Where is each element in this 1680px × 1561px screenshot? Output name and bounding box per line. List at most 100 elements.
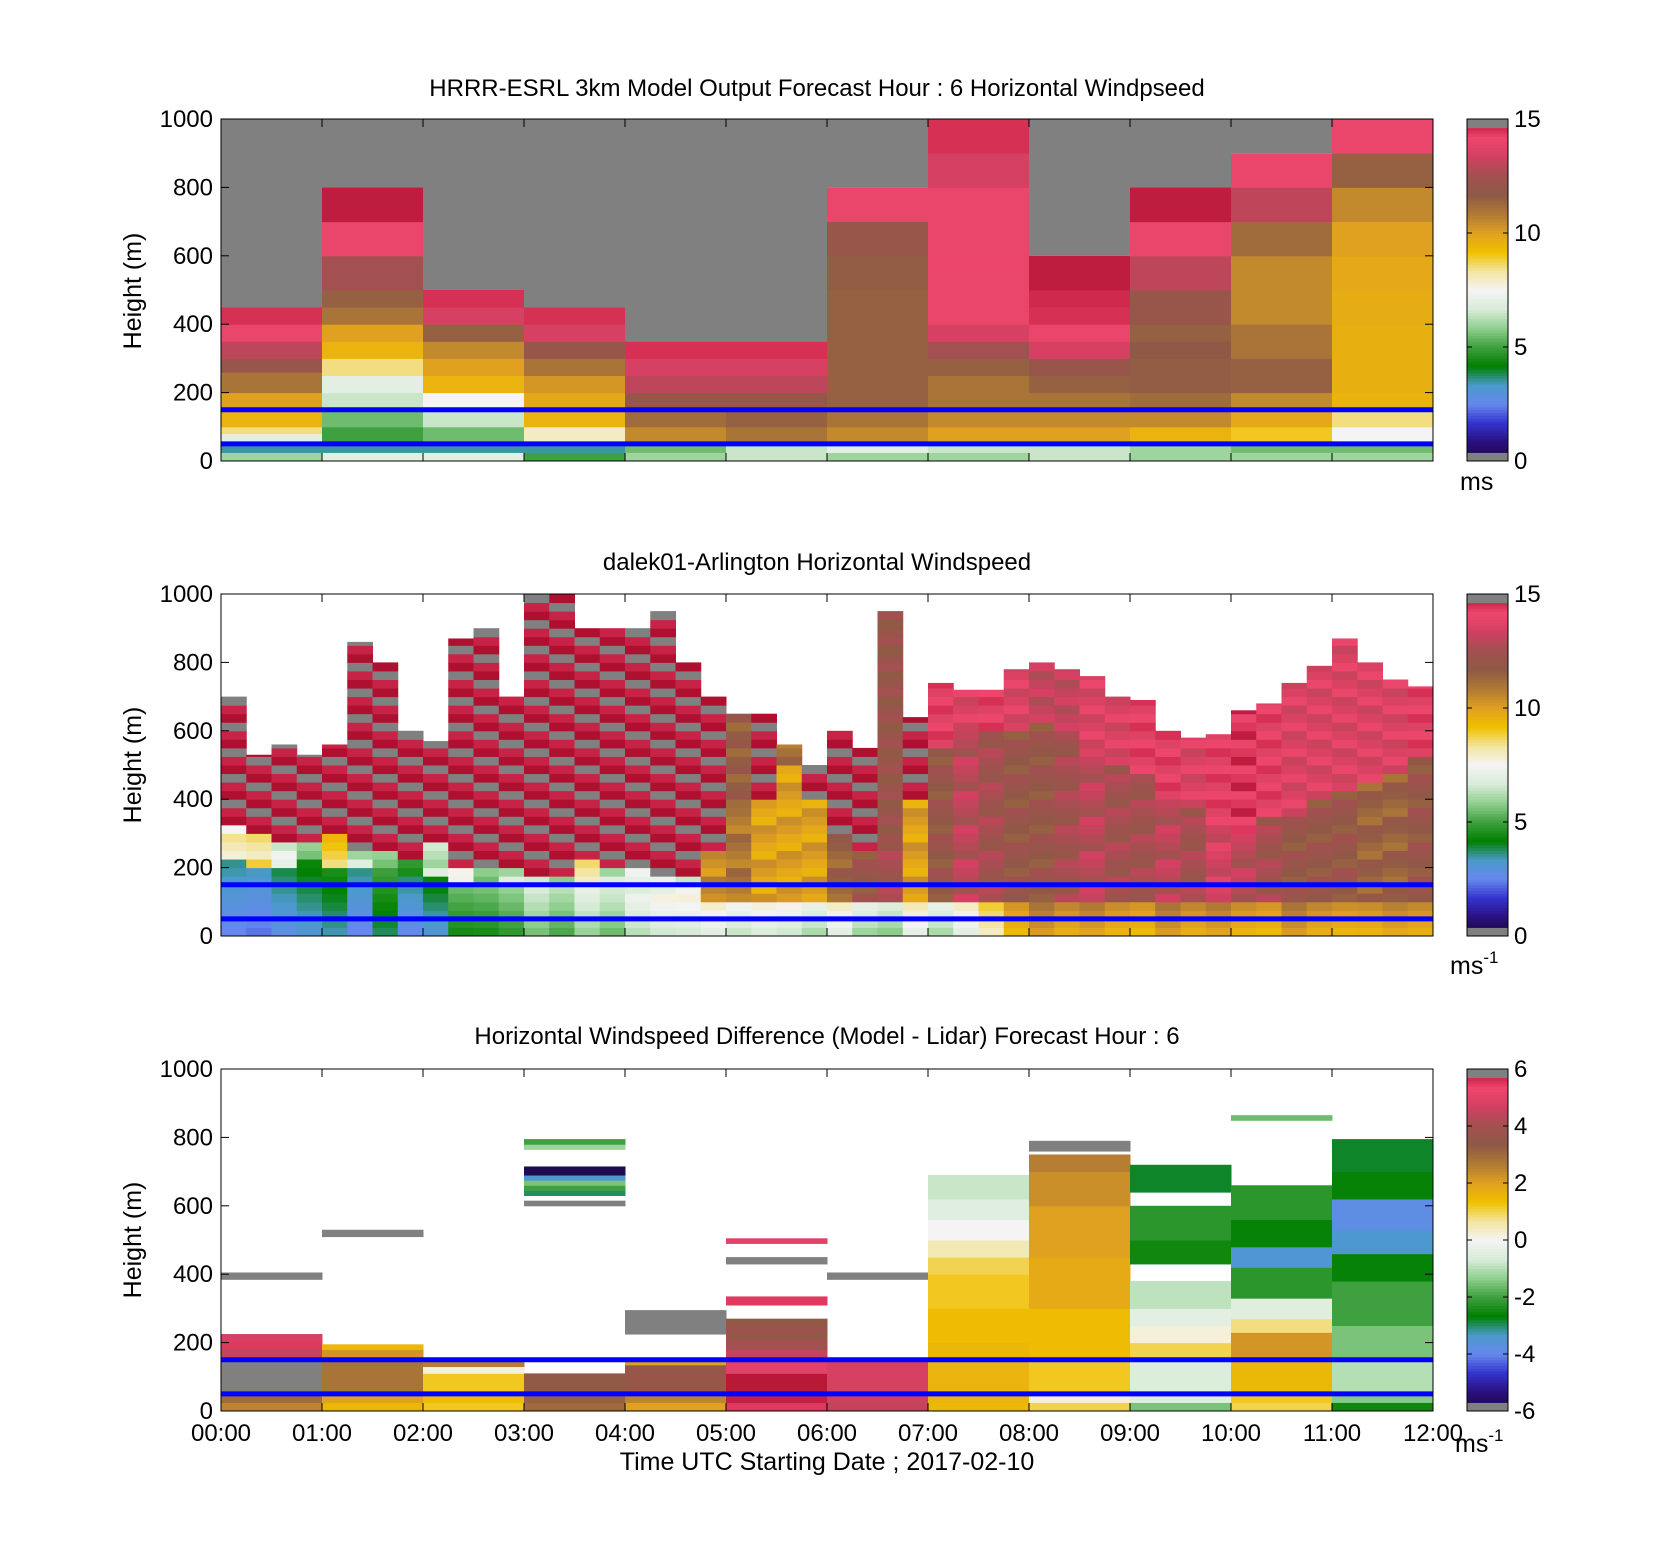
data-cell [1104,799,1131,809]
data-cell [221,884,247,894]
data-cell [625,790,651,800]
data-cell [953,841,979,851]
colorbar-segment [1467,1108,1508,1113]
data-cell [751,816,777,826]
missing-data-cell [322,119,423,188]
data-cell [1205,867,1232,877]
data-cell [221,1272,323,1280]
data-cell [1079,841,1106,851]
data-cell [347,756,373,766]
x-tick-label: 01:00 [292,1420,352,1447]
data-cell [650,705,676,715]
data-cell [397,824,424,834]
data-cell [902,773,929,783]
data-cell [726,910,752,920]
data-cell [827,841,853,851]
data-cell [852,790,878,800]
data-cell [675,799,702,809]
colorbar-segment [1467,1171,1508,1175]
data-cell [1332,713,1358,723]
data-cell [1332,358,1434,394]
data-cell [574,756,601,766]
data-cell [726,1359,828,1374]
data-cell [1281,918,1308,928]
data-cell [1003,696,1030,706]
data-cell [423,918,449,928]
data-cell [372,747,399,757]
data-cell [448,747,474,757]
data-cell [1205,927,1232,937]
colorbar-segment [1467,767,1508,772]
data-cell [1054,670,1080,680]
colorbar-segment [1467,651,1508,655]
colorbar-segment [1467,1299,1508,1304]
data-cell [801,773,828,783]
data-cell [700,773,727,783]
data-cell [650,824,676,834]
data-cell [650,722,676,732]
data-cell [423,790,449,800]
data-cell [1256,799,1282,809]
data-cell [599,824,626,834]
data-cell [1029,867,1055,877]
data-cell [1079,747,1106,757]
data-cell [1079,807,1106,817]
data-cell [322,782,348,792]
data-cell [928,1219,1030,1241]
colorbar-segment [1467,304,1508,308]
colorbar-segment [1467,907,1508,911]
data-cell [1357,910,1383,920]
colorbar-segment [1467,1177,1508,1181]
data-cell [1281,799,1308,809]
data-cell [827,876,853,886]
data-cell [1256,765,1282,775]
data-cell [221,859,247,869]
colorbar-segment [1467,127,1508,131]
data-cell [574,628,601,638]
colorbar-segment [1467,1391,1508,1395]
data-cell [498,824,525,834]
data-cell [246,790,272,800]
data-cell [877,824,904,834]
data-cell [1029,341,1131,359]
data-cell [296,841,323,851]
data-cell [1054,876,1080,886]
data-cell [1231,187,1333,223]
colorbar-segment [1467,1111,1508,1116]
colorbar-segment [1467,898,1508,903]
data-cell [1155,765,1181,775]
data-cell [549,705,575,715]
data-cell [599,653,626,663]
data-cell [1231,255,1333,291]
data-cell [524,1373,626,1395]
data-cell [599,696,626,706]
colorbar-segment [1467,616,1508,621]
data-cell [776,833,803,843]
data-cell [1180,756,1207,766]
data-cell [1231,221,1333,257]
colorbar-segment [1467,605,1508,609]
data-cell [423,392,525,411]
colorbar-segment [1467,366,1508,371]
colorbar-segment [1467,250,1508,254]
data-cell [801,850,828,860]
data-cell [372,807,399,817]
colorbar-segment [1467,830,1508,834]
data-cell [776,790,803,800]
data-cell [650,807,676,817]
data-cell [1054,816,1080,826]
data-cell [902,782,929,792]
data-cell [1130,782,1156,792]
data-cell [574,730,601,740]
colorbar-segment [1467,270,1508,274]
colorbar-segment [1467,596,1508,601]
colorbar-segment [1467,670,1508,675]
data-cell [599,756,626,766]
colorbar-segment [1467,401,1508,405]
data-cell [221,918,247,928]
colorbar-segment [1467,822,1508,826]
data-cell [675,816,702,826]
data-cell [574,653,601,663]
data-cell [902,739,929,749]
data-cell [1205,747,1232,757]
